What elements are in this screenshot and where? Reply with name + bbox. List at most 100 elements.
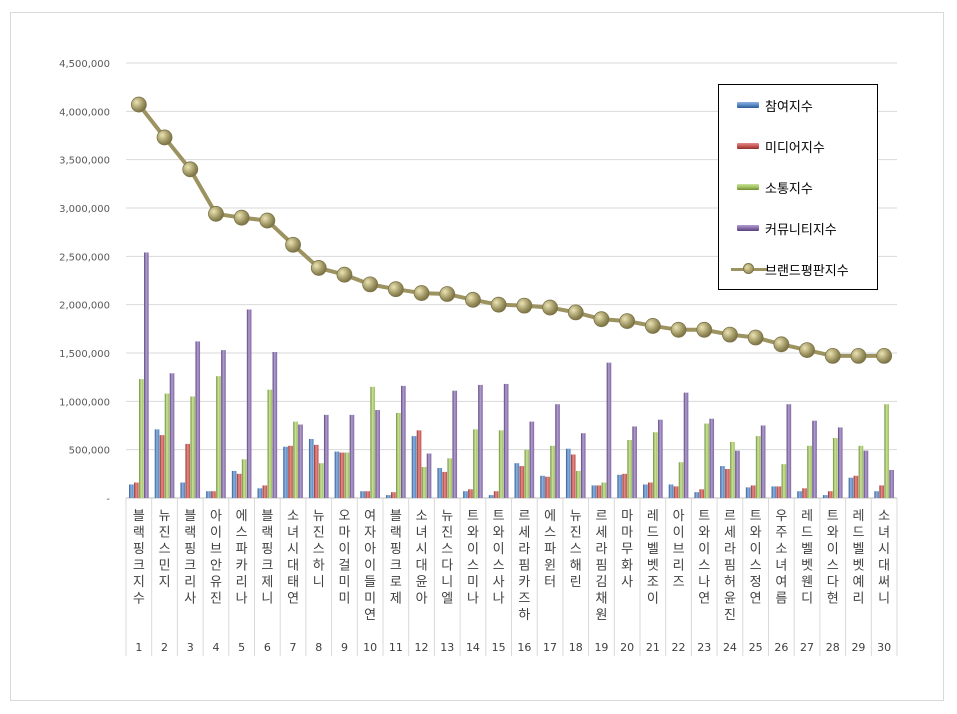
- legend-item-participation: 참여지수: [719, 95, 877, 115]
- x-rank-label: 26: [774, 641, 788, 654]
- bar-community: [452, 390, 458, 498]
- x-rank-label: 23: [697, 641, 711, 654]
- bar-community: [221, 350, 226, 498]
- brand-index-line: [130, 96, 893, 364]
- bar-communication: [781, 464, 787, 498]
- bar-participation: [797, 491, 802, 498]
- bar-participation: [514, 463, 520, 498]
- bar-communication: [293, 421, 298, 498]
- legend: 참여지수 미디어지수 소통지수 커뮤니티지수 브랜드평판지수: [718, 84, 878, 290]
- brand-line-point: [773, 336, 790, 353]
- brand-line-point: [465, 291, 481, 308]
- bar-participation: [694, 492, 700, 498]
- brand-line-point: [593, 311, 610, 328]
- bar-media: [211, 491, 216, 498]
- bar-communication: [447, 458, 453, 498]
- bar-participation: [565, 448, 571, 498]
- bar-participation: [411, 436, 417, 498]
- brand-line-point: [567, 304, 584, 321]
- bar-participation: [822, 495, 828, 498]
- x-rank-label: 14: [466, 641, 480, 654]
- legend-item-community: 커뮤니티지수: [719, 218, 877, 238]
- bar-media: [776, 486, 782, 498]
- bar-participation: [668, 484, 674, 498]
- bar-participation: [874, 491, 879, 498]
- bar-communication: [524, 449, 530, 498]
- brand-line-point: [696, 321, 713, 338]
- bar-media: [288, 445, 293, 498]
- bar-media: [802, 488, 807, 498]
- bar-media: [442, 471, 448, 498]
- bar-media: [622, 473, 627, 498]
- bar-participation: [771, 486, 777, 498]
- brand-line-point: [490, 296, 507, 313]
- brand-line-point: [876, 347, 893, 364]
- bar-participation: [386, 495, 391, 498]
- bar-community: [555, 404, 560, 498]
- bar-participation: [437, 468, 443, 498]
- bar-participation: [180, 482, 186, 498]
- bar-community: [889, 469, 894, 498]
- bar-community: [246, 309, 252, 498]
- bar-communication: [190, 396, 196, 498]
- brand-line-point: [259, 212, 276, 229]
- y-tick-label: -: [106, 494, 110, 505]
- x-rank-label: 6: [264, 641, 271, 654]
- bar-media: [699, 489, 705, 498]
- bar-media: [236, 473, 242, 498]
- bar-community: [529, 421, 535, 498]
- bar-community: [375, 410, 380, 498]
- bar-community: [169, 373, 175, 498]
- bar-community: [863, 450, 869, 498]
- x-rank-label: 22: [672, 641, 686, 654]
- brand-line-point: [670, 321, 687, 338]
- brand-line-point: [233, 209, 250, 226]
- bar-media: [159, 435, 165, 498]
- bar-participation: [360, 491, 365, 498]
- legend-swatch-participation: [737, 102, 759, 108]
- bar-communication: [318, 463, 324, 498]
- x-rank-label: 8: [315, 641, 322, 654]
- legend-marker-brand: [743, 263, 754, 274]
- bar-participation: [745, 487, 751, 498]
- brand-line-point: [285, 236, 301, 253]
- y-tick-label: 4,000,000: [59, 107, 110, 118]
- bar-communication: [139, 379, 144, 498]
- brand-line-point: [310, 260, 327, 276]
- bar-community: [683, 392, 689, 498]
- bar-community: [503, 383, 509, 498]
- y-tick-label: 3,500,000: [59, 156, 110, 167]
- brand-line-point: [130, 96, 147, 113]
- bar-community: [658, 419, 663, 498]
- bar-communication: [858, 445, 864, 498]
- x-rank-label: 12: [415, 641, 429, 654]
- x-rank-label: 27: [800, 641, 814, 654]
- legend-item-brand: 브랜드평판지수: [719, 259, 877, 279]
- legend-item-media: 미디어지수: [719, 136, 877, 156]
- bar-media: [262, 485, 268, 498]
- bar-media: [313, 444, 319, 498]
- bar-communication: [241, 459, 247, 498]
- brand-line-point: [182, 161, 199, 178]
- brand-line-point: [413, 285, 430, 301]
- x-rank-label: 2: [161, 641, 168, 654]
- bar-media: [493, 491, 499, 498]
- bar-participation: [617, 474, 622, 498]
- bar-communication: [164, 393, 170, 498]
- bar-media: [391, 492, 396, 498]
- x-rank-label: 19: [594, 641, 608, 654]
